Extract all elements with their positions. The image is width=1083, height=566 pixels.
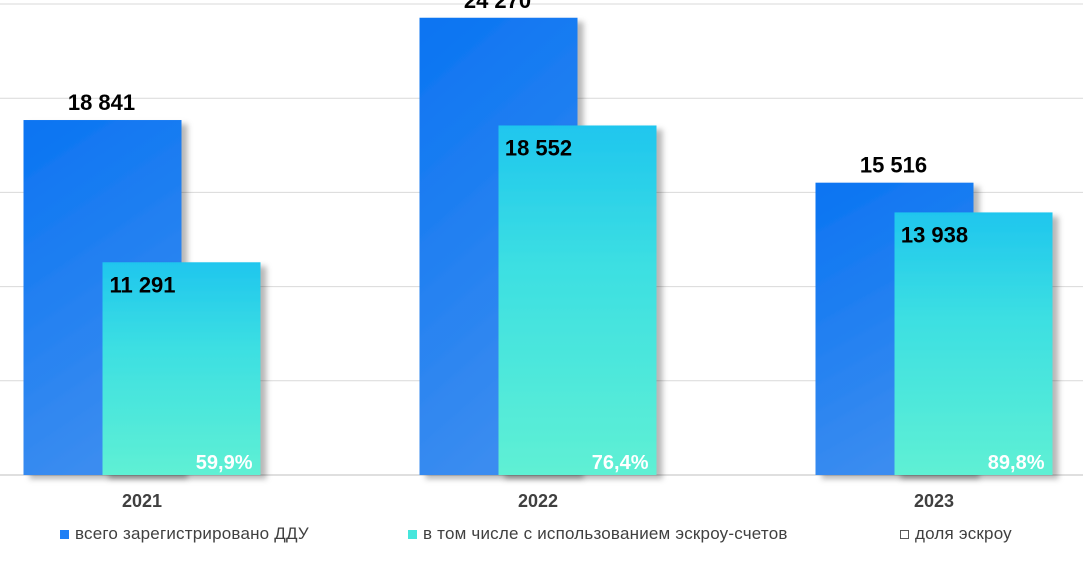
legend: всего зарегистрировано ДДУ в том числе с… bbox=[0, 524, 1083, 552]
legend-label-share: доля эскроу bbox=[915, 524, 1012, 543]
category-label-2021: 2021 bbox=[122, 491, 162, 511]
share-label-2023: 89,8% bbox=[988, 452, 1045, 474]
bar-escrow-2023 bbox=[894, 212, 1053, 475]
value-label-escrow-2021: 11 291 bbox=[109, 272, 175, 297]
legend-label-total: всего зарегистрировано ДДУ bbox=[75, 524, 309, 543]
category-label-2022: 2022 bbox=[518, 491, 558, 511]
value-label-escrow-2023: 13 938 bbox=[901, 222, 968, 247]
value-label-total-2023: 15 516 bbox=[860, 153, 927, 178]
data-labels: 18 841 11 291 59,9% 2021 24 270 18 552 76,4% 20… bbox=[68, 0, 1045, 511]
share-label-2022: 76,4% bbox=[592, 452, 649, 474]
bar-escrow-2022 bbox=[498, 125, 657, 476]
category-label-2023: 2023 bbox=[914, 491, 954, 511]
legend-swatch-share bbox=[900, 529, 909, 539]
legend-item-escrow: в том числе с использованием эскроу-счет… bbox=[408, 524, 788, 544]
value-label-total-2021: 18 841 bbox=[68, 90, 135, 115]
legend-item-share: доля эскроу bbox=[900, 524, 1012, 544]
bars bbox=[23, 17, 1053, 476]
legend-item-total: всего зарегистрировано ДДУ bbox=[60, 524, 309, 544]
bar-chart: 18 841 11 291 59,9% 2021 24 270 18 552 76,4% 20… bbox=[0, 0, 1083, 511]
value-label-escrow-2022: 18 552 bbox=[505, 135, 572, 160]
legend-label-escrow: в том числе с использованием эскроу-счет… bbox=[423, 524, 788, 543]
bar-escrow-2021 bbox=[102, 262, 261, 475]
value-label-total-2022: 24 270 bbox=[464, 0, 531, 13]
legend-swatch-escrow bbox=[408, 529, 417, 539]
share-label-2021: 59,9% bbox=[196, 452, 253, 474]
legend-swatch-total bbox=[60, 529, 69, 539]
